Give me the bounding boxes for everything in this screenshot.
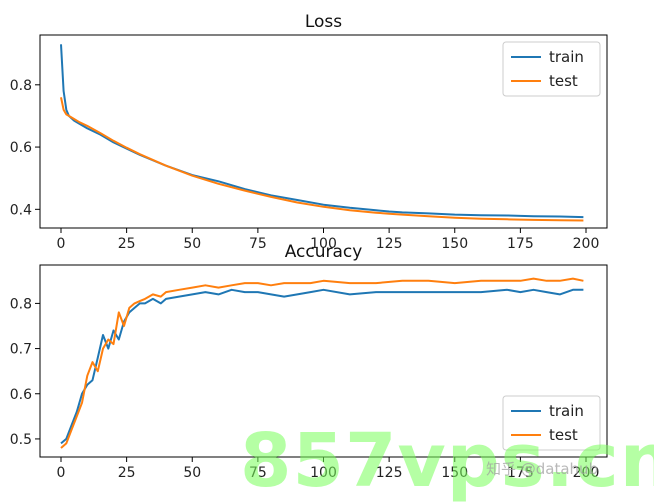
accuracy-x-tick-label: 200	[573, 465, 600, 481]
loss-x-tick-label: 75	[249, 236, 267, 252]
loss-y-tick-label: 0.6	[10, 140, 32, 156]
accuracy-subplot: Accuracy 0 25 50 75 100 125 150 175 200 0.5 0.6 0.7 0…	[10, 242, 608, 481]
accuracy-legend: train test	[502, 395, 601, 451]
accuracy-series-test-line	[60, 277, 584, 449]
loss-x-tick-label: 125	[376, 236, 403, 252]
accuracy-x-tick-label: 100	[310, 465, 337, 481]
accuracy-legend-test-label: test	[549, 426, 578, 444]
accuracy-x-tick-label: 50	[183, 465, 201, 481]
accuracy-legend-box	[502, 395, 601, 451]
loss-series-test-line	[60, 97, 584, 222]
loss-legend-train-label: train	[549, 48, 584, 66]
loss-y-tick-label: 0.8	[10, 78, 32, 94]
loss-legend-test-label: test	[549, 72, 578, 90]
loss-chart-title: Loss	[305, 12, 342, 32]
loss-legend-box	[502, 41, 601, 97]
accuracy-x-tick-label: 25	[118, 465, 136, 481]
loss-x-tick-label: 25	[118, 236, 136, 252]
loss-x-tick-label: 175	[507, 236, 534, 252]
accuracy-x-tick-label: 175	[507, 465, 534, 481]
accuracy-y-tick-label: 0.7	[10, 342, 32, 358]
loss-subplot: Loss 0 25 50 75 100 125 150 175 200 0.4 0.6 0.8 train…	[10, 12, 608, 252]
accuracy-series-train-line	[60, 288, 584, 445]
accuracy-x-tick-label: 0	[57, 465, 66, 481]
loss-x-tick-label: 100	[310, 236, 337, 252]
accuracy-y-tick-label: 0.8	[10, 296, 32, 312]
accuracy-x-tick-label: 75	[249, 465, 267, 481]
loss-legend: train test	[502, 41, 601, 97]
accuracy-legend-train-label: train	[549, 402, 584, 420]
loss-y-tick-label: 0.4	[10, 202, 32, 218]
accuracy-x-tick-label: 125	[376, 465, 403, 481]
loss-x-tick-label: 200	[573, 236, 600, 252]
loss-x-tick-label: 150	[441, 236, 468, 252]
loss-series-train-line	[60, 44, 584, 219]
accuracy-y-tick-label: 0.5	[10, 432, 32, 448]
accuracy-chart-title: Accuracy	[285, 242, 363, 262]
accuracy-y-tick-label: 0.6	[10, 387, 32, 403]
loss-x-tick-label: 0	[57, 236, 66, 252]
accuracy-x-tick-label: 150	[441, 465, 468, 481]
loss-x-tick-label: 50	[183, 236, 201, 252]
